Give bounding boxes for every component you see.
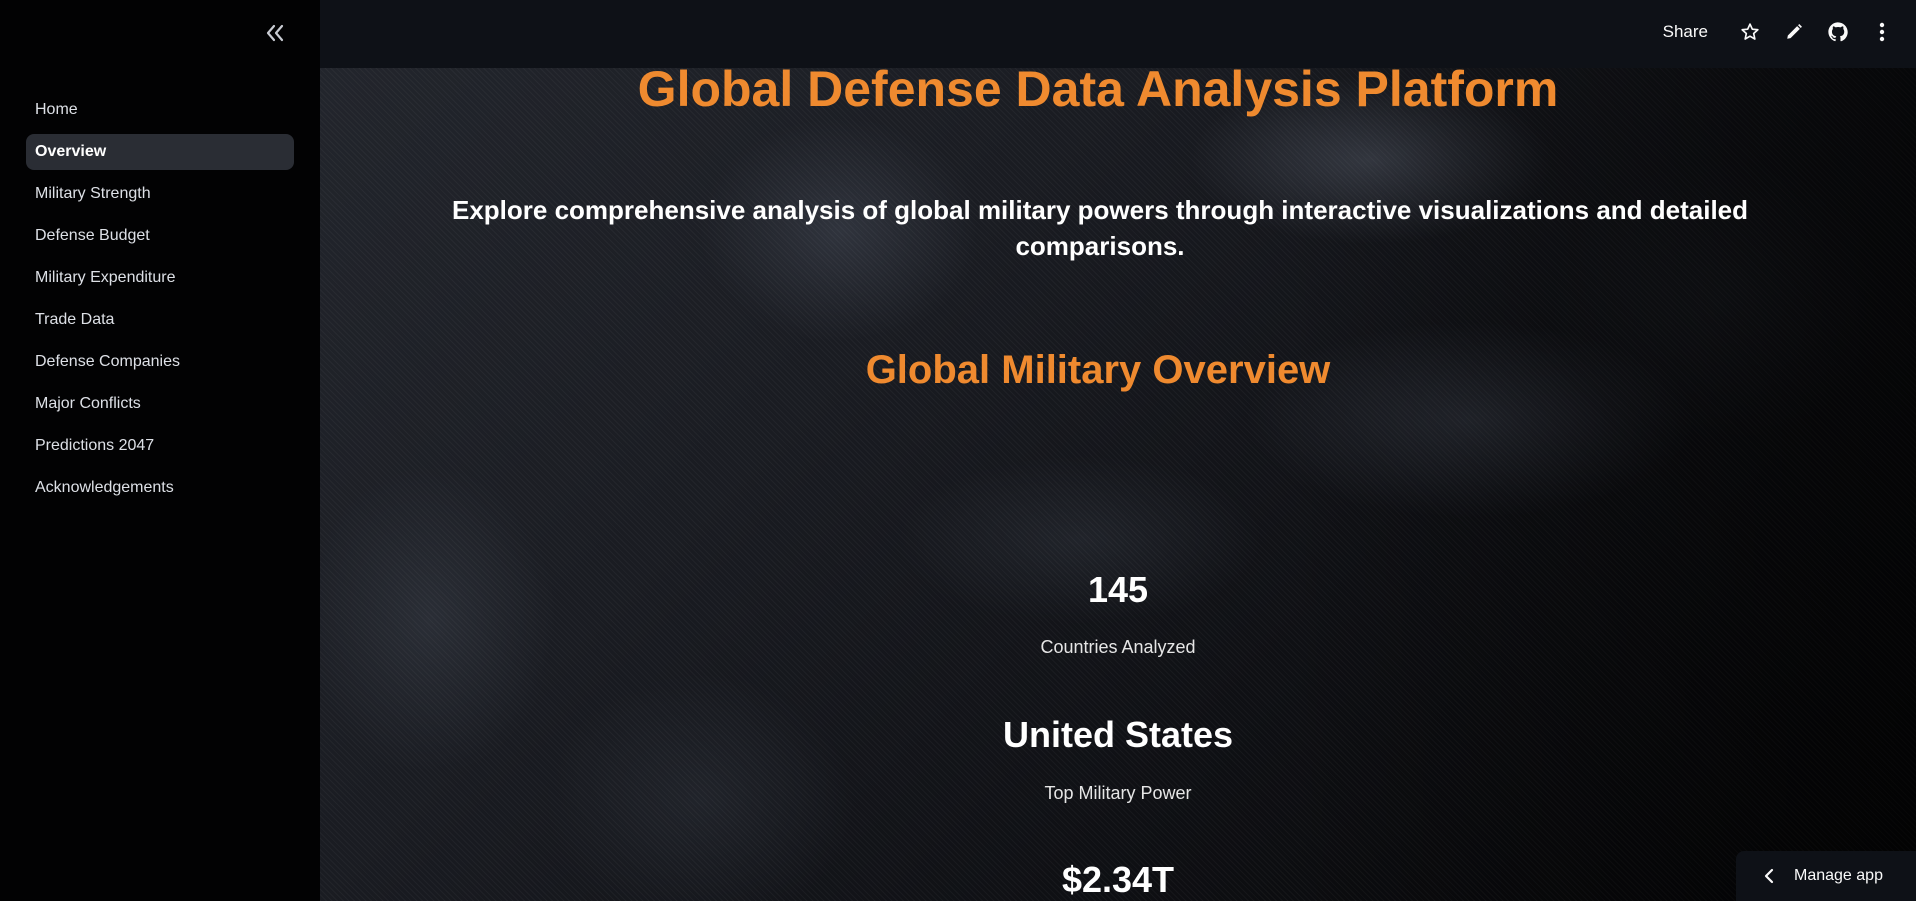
sidebar-nav: Home Overview Military Strength Defense …: [26, 92, 294, 512]
metric-value-top-power: United States: [1002, 714, 1234, 755]
metric-label-top-power: Top Military Power: [1044, 783, 1192, 803]
sidebar-item-home[interactable]: Home: [26, 92, 294, 128]
sidebar-item-defense-companies[interactable]: Defense Companies: [26, 344, 294, 380]
sidebar-item-label: Overview: [35, 143, 107, 160]
sidebar-item-acknowledgements[interactable]: Acknowledgements: [26, 470, 294, 506]
star-button[interactable]: [1732, 14, 1768, 50]
sidebar-item-label: Predictions 2047: [35, 437, 155, 454]
double-chevron-left-icon: [266, 24, 284, 42]
top-header: Share: [320, 0, 1916, 68]
sidebar-item-label: Military Expenditure: [35, 269, 176, 286]
sidebar: Home Overview Military Strength Defense …: [0, 0, 320, 901]
page-subtitle: Explore comprehensive analysis of global…: [451, 195, 1749, 261]
github-icon: [1828, 22, 1848, 42]
sidebar-item-label: Defense Companies: [35, 353, 180, 370]
sidebar-item-military-expenditure[interactable]: Military Expenditure: [26, 260, 294, 296]
sidebar-item-label: Trade Data: [35, 311, 115, 328]
metric-label-countries: Countries Analyzed: [1040, 637, 1196, 657]
sidebar-item-military-strength[interactable]: Military Strength: [26, 176, 294, 212]
header-actions: Share: [1663, 14, 1900, 50]
sidebar-item-label: Acknowledgements: [35, 479, 174, 496]
edit-button[interactable]: [1776, 14, 1812, 50]
sidebar-item-label: Defense Budget: [35, 227, 150, 244]
sidebar-item-overview[interactable]: Overview: [26, 134, 294, 170]
collapse-sidebar-button[interactable]: [258, 18, 292, 48]
sidebar-item-label: Home: [35, 101, 78, 118]
section-title: Global Military Overview: [865, 348, 1331, 392]
metric-value-spending: $2.34T: [1061, 859, 1175, 900]
manage-app-button[interactable]: Manage app: [1736, 851, 1916, 901]
main-content: Share: [320, 0, 1916, 901]
pencil-icon: [1787, 24, 1802, 39]
sidebar-item-trade-data[interactable]: Trade Data: [26, 302, 294, 338]
more-menu-button[interactable]: [1864, 14, 1900, 50]
manage-app-label: Manage app: [1794, 867, 1883, 884]
more-vertical-icon: [1879, 22, 1885, 42]
sidebar-item-label: Major Conflicts: [35, 395, 141, 412]
metric-value-countries: 145: [1087, 569, 1149, 610]
star-icon: [1741, 23, 1759, 40]
sidebar-item-defense-budget[interactable]: Defense Budget: [26, 218, 294, 254]
sidebar-item-label: Military Strength: [35, 185, 151, 202]
share-button[interactable]: Share: [1662, 22, 1708, 41]
sidebar-item-predictions-2047[interactable]: Predictions 2047: [26, 428, 294, 464]
github-button[interactable]: [1820, 14, 1856, 50]
sidebar-item-major-conflicts[interactable]: Major Conflicts: [26, 386, 294, 422]
page-title: Global Defense Data Analysis Platform: [637, 61, 1559, 117]
chevron-left-icon: [1760, 867, 1778, 885]
